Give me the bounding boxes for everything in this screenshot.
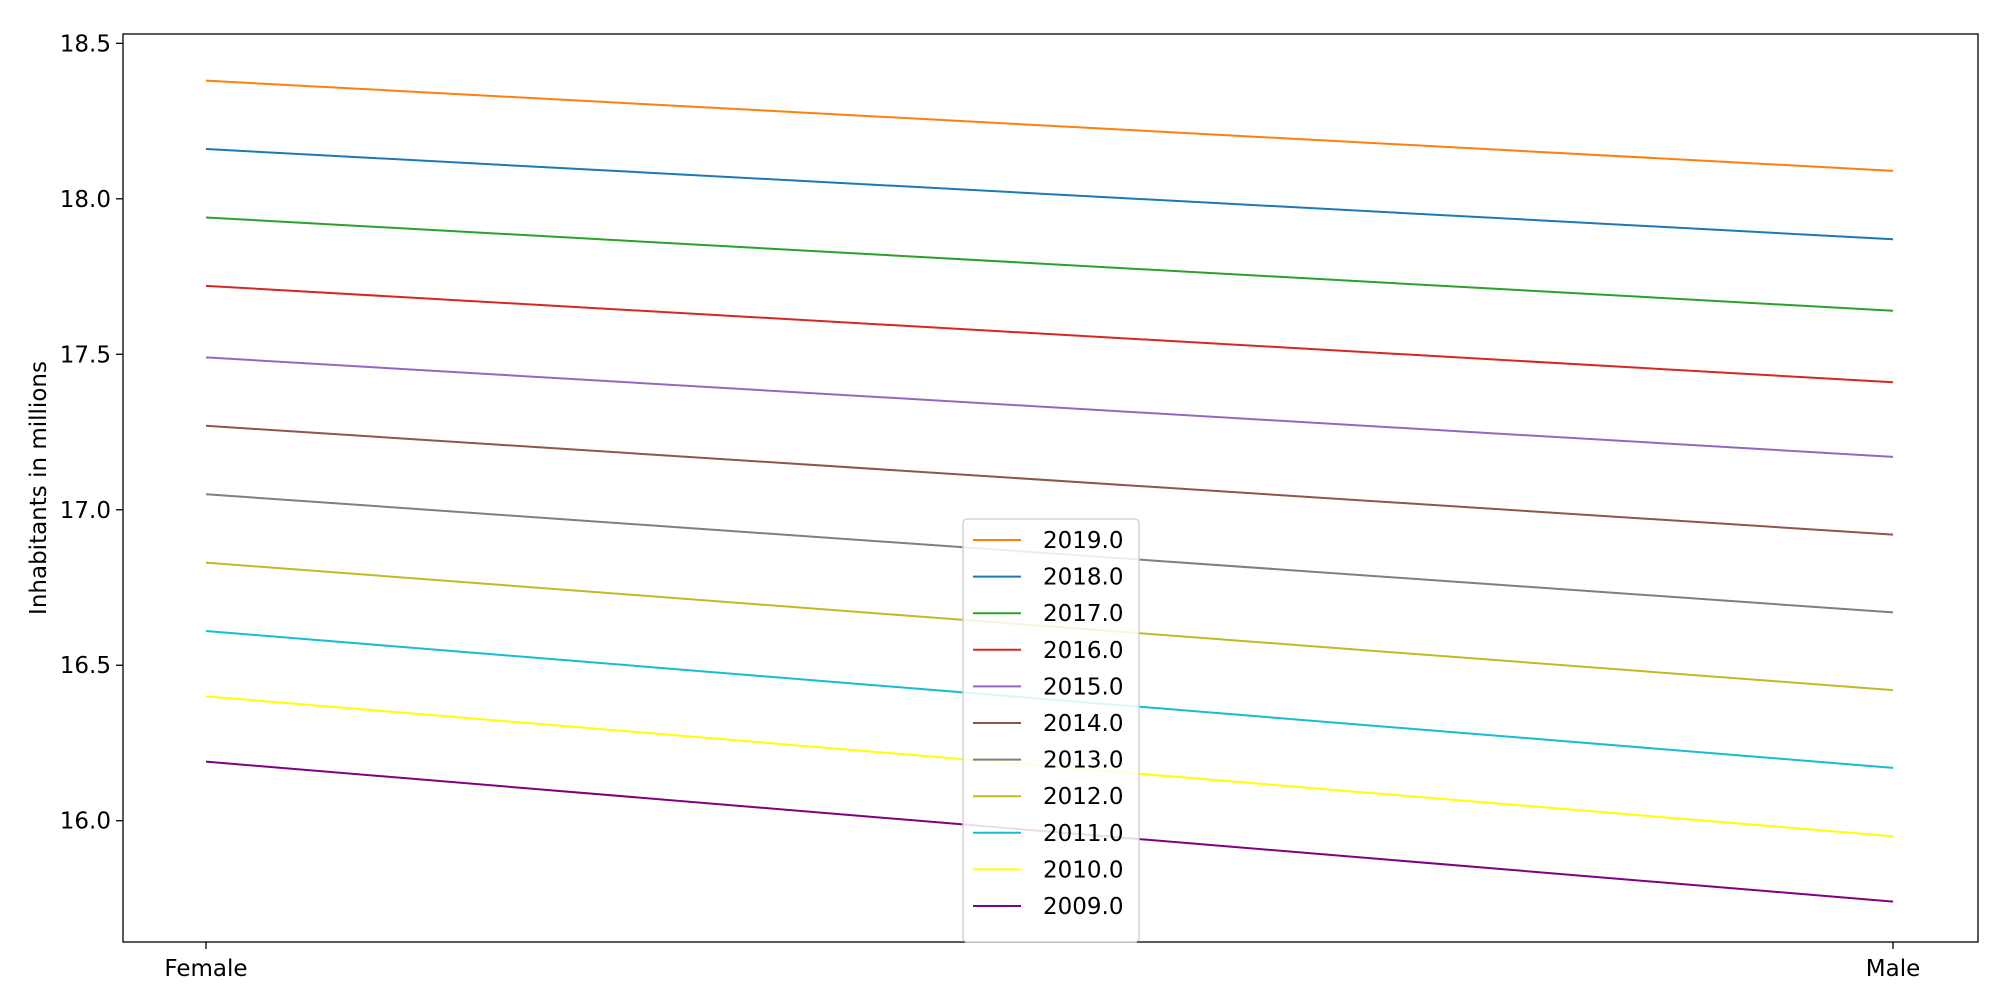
y-tick-label: 16.0 <box>60 809 111 835</box>
series-line-2014.0 <box>205 424 1894 536</box>
x-tick-label: Male <box>1866 956 1920 982</box>
y-axis-label: Inhabitants in millions <box>26 361 52 615</box>
y-tick-label: 18.0 <box>60 187 111 213</box>
legend-label: 2018.0 <box>1043 565 1123 591</box>
legend-label: 2012.0 <box>1043 784 1123 810</box>
y-tick-label: 16.5 <box>60 653 111 679</box>
series-line-2019.0 <box>205 79 1894 172</box>
series-line-2015.0 <box>205 356 1894 458</box>
legend-box <box>962 518 1140 943</box>
series-line-2016.0 <box>205 284 1894 384</box>
x-tick-label: Female <box>164 956 247 982</box>
legend-label: 2017.0 <box>1043 601 1123 627</box>
legend-label: 2019.0 <box>1043 528 1123 554</box>
legend-label: 2009.0 <box>1043 894 1123 920</box>
legend-label: 2010.0 <box>1043 857 1123 883</box>
series-line-2017.0 <box>205 216 1894 312</box>
y-tick-label: 18.5 <box>60 31 111 57</box>
series-line-2018.0 <box>205 148 1894 241</box>
legend-label: 2016.0 <box>1043 638 1123 664</box>
legend-label: 2015.0 <box>1043 674 1123 700</box>
x-axis-ticks: Female Male <box>164 942 1920 982</box>
legend: 2019.0 2018.0 2017.0 2016.0 2015.0 2014.0 2013… <box>962 518 1140 943</box>
legend-label: 2014.0 <box>1043 711 1123 737</box>
legend-label: 2011.0 <box>1043 821 1123 847</box>
legend-label: 2013.0 <box>1043 748 1123 774</box>
y-tick-label: 17.5 <box>60 342 111 368</box>
y-tick-label: 17.0 <box>60 498 111 524</box>
y-axis-ticks: 16.0 16.5 17.0 17.5 18.0 18.5 <box>60 31 123 835</box>
